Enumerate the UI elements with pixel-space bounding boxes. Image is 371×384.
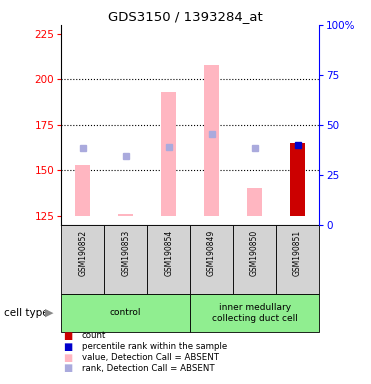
Bar (276, 225, 319, 294)
Bar (75, 165, 90, 215)
Text: GSM190850: GSM190850 (250, 230, 259, 276)
Text: control: control (110, 308, 141, 318)
Text: GSM190849: GSM190849 (207, 230, 216, 276)
Bar (161, 92, 176, 215)
Text: percentile rank within the sample: percentile rank within the sample (82, 342, 227, 351)
Bar (290, 143, 305, 215)
Bar (204, 65, 219, 215)
Bar (233, 225, 276, 294)
Text: GSM190853: GSM190853 (121, 230, 130, 276)
Text: count: count (82, 331, 106, 341)
Text: GSM190851: GSM190851 (293, 230, 302, 276)
Text: rank, Detection Call = ABSENT: rank, Detection Call = ABSENT (82, 364, 214, 373)
Bar (190, 294, 319, 332)
Text: ■: ■ (63, 331, 72, 341)
Text: ■: ■ (63, 363, 72, 373)
Text: ■: ■ (63, 353, 72, 362)
Text: ▶: ▶ (45, 308, 53, 318)
Text: ■: ■ (63, 342, 72, 352)
Text: GSM190854: GSM190854 (164, 230, 173, 276)
Bar (61, 225, 104, 294)
Bar (61, 294, 190, 332)
Bar (118, 214, 133, 215)
Bar (247, 188, 262, 215)
Bar (190, 225, 233, 294)
Bar (104, 225, 147, 294)
Text: value, Detection Call = ABSENT: value, Detection Call = ABSENT (82, 353, 219, 362)
Text: GSM190852: GSM190852 (78, 230, 87, 276)
Text: cell type: cell type (4, 308, 48, 318)
Text: inner medullary
collecting duct cell: inner medullary collecting duct cell (212, 303, 298, 323)
Bar (147, 225, 190, 294)
Text: GDS3150 / 1393284_at: GDS3150 / 1393284_at (108, 10, 263, 23)
